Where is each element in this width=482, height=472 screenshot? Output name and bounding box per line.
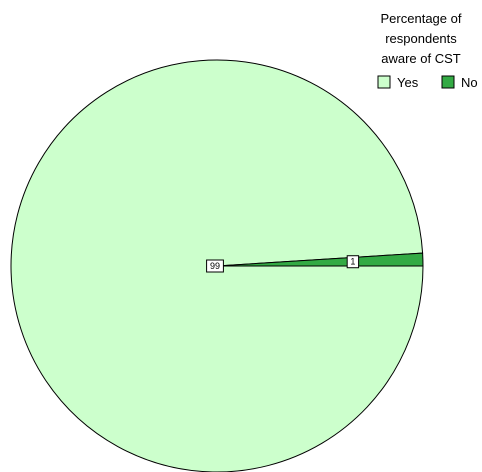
data-label-yes: 99 (206, 259, 224, 273)
data-label-no: 1 (346, 255, 360, 269)
legend-title-line-3: aware of CST (381, 51, 461, 66)
legend-label-no: No (461, 75, 478, 90)
pie-slice-no (216, 252, 424, 267)
svg-text:99: 99 (210, 261, 220, 271)
svg-text:1: 1 (350, 257, 355, 267)
legend: Percentage of respondents aware of CST Y… (377, 11, 478, 90)
pie-data-labels: 99 1 (206, 255, 360, 273)
legend-title-line-2: respondents (385, 31, 457, 46)
legend-title-line-1: Percentage of (381, 11, 462, 26)
legend-swatch-no (441, 75, 455, 89)
legend-swatch-yes (377, 75, 391, 89)
legend-label-yes: Yes (397, 75, 419, 90)
